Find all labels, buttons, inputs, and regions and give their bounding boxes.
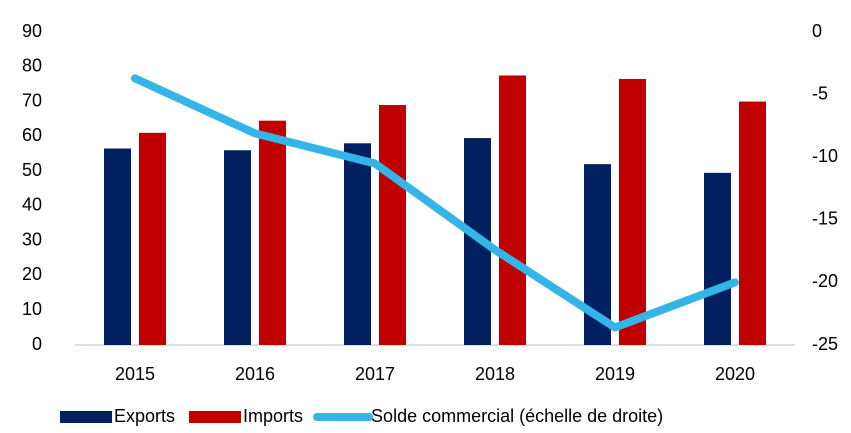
legend-label: Imports bbox=[243, 406, 303, 426]
y2-tick-label: -25 bbox=[812, 334, 838, 354]
x-tick-label: 2015 bbox=[115, 364, 155, 384]
y2-tick-label: 0 bbox=[812, 21, 822, 41]
y-tick-label: 10 bbox=[22, 299, 42, 319]
bar bbox=[224, 150, 251, 345]
y-tick-label: 70 bbox=[22, 90, 42, 110]
y-tick-label: 0 bbox=[32, 334, 42, 354]
y-tick-label: 30 bbox=[22, 229, 42, 249]
y2-tick-label: -20 bbox=[812, 271, 838, 291]
y-tick-label: 80 bbox=[22, 56, 42, 76]
bar bbox=[499, 75, 526, 345]
bar bbox=[139, 132, 166, 345]
bar bbox=[704, 172, 731, 345]
x-tick-label: 2016 bbox=[235, 364, 275, 384]
legend-swatch bbox=[60, 411, 112, 423]
y2-tick-label: -10 bbox=[812, 146, 838, 166]
bar bbox=[344, 143, 371, 345]
y2-tick-label: -5 bbox=[812, 83, 828, 103]
bar bbox=[259, 120, 286, 345]
y2-tick-label: -15 bbox=[812, 209, 838, 229]
bar bbox=[379, 105, 406, 346]
line bbox=[131, 74, 739, 332]
y-tick-label: 20 bbox=[22, 264, 42, 284]
y-tick-label: 40 bbox=[22, 195, 42, 215]
x-tick-label: 2017 bbox=[355, 364, 395, 384]
y-tick-label: 60 bbox=[22, 125, 42, 145]
y-tick-label: 90 bbox=[22, 21, 42, 41]
legend-label: Solde commercial (échelle de droite) bbox=[371, 406, 663, 426]
legend-swatch bbox=[189, 411, 242, 423]
bar bbox=[739, 101, 766, 345]
bar bbox=[619, 78, 646, 345]
bar bbox=[104, 148, 131, 345]
legend-label: Exports bbox=[114, 406, 175, 426]
x-tick-label: 2019 bbox=[595, 364, 635, 384]
x-tick-label: 2018 bbox=[475, 364, 515, 384]
y-tick-label: 50 bbox=[22, 160, 42, 180]
x-tick-label: 2020 bbox=[715, 364, 755, 384]
